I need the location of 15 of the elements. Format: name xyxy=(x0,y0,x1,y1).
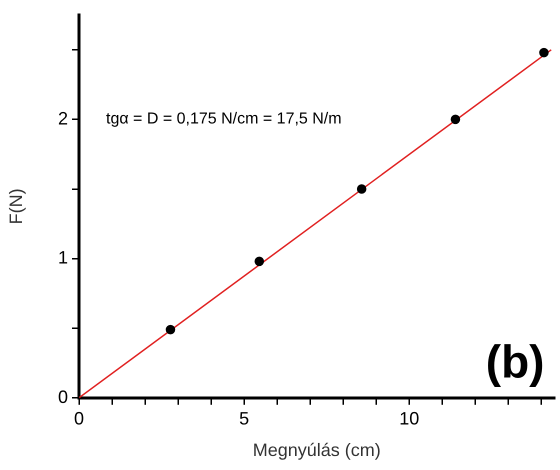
y-tick-label: 1 xyxy=(58,248,68,268)
point xyxy=(356,184,366,194)
annotation: (b) xyxy=(486,335,544,388)
point xyxy=(254,256,264,266)
annotation: tgα = D = 0,175 N/cm = 17,5 N/m xyxy=(106,110,342,128)
x-tick-label: 5 xyxy=(239,408,250,429)
x-tick-label: 0 xyxy=(74,408,84,429)
x-tick-label: 10 xyxy=(399,408,420,429)
point xyxy=(166,324,176,334)
y-tick-label: 2 xyxy=(58,108,68,128)
point xyxy=(539,48,549,58)
y-axis-title: F(N) xyxy=(6,188,26,224)
point xyxy=(450,114,460,124)
y-tick-label: 0 xyxy=(58,386,68,407)
x-axis-title: Megnyúlás (cm) xyxy=(252,440,381,460)
